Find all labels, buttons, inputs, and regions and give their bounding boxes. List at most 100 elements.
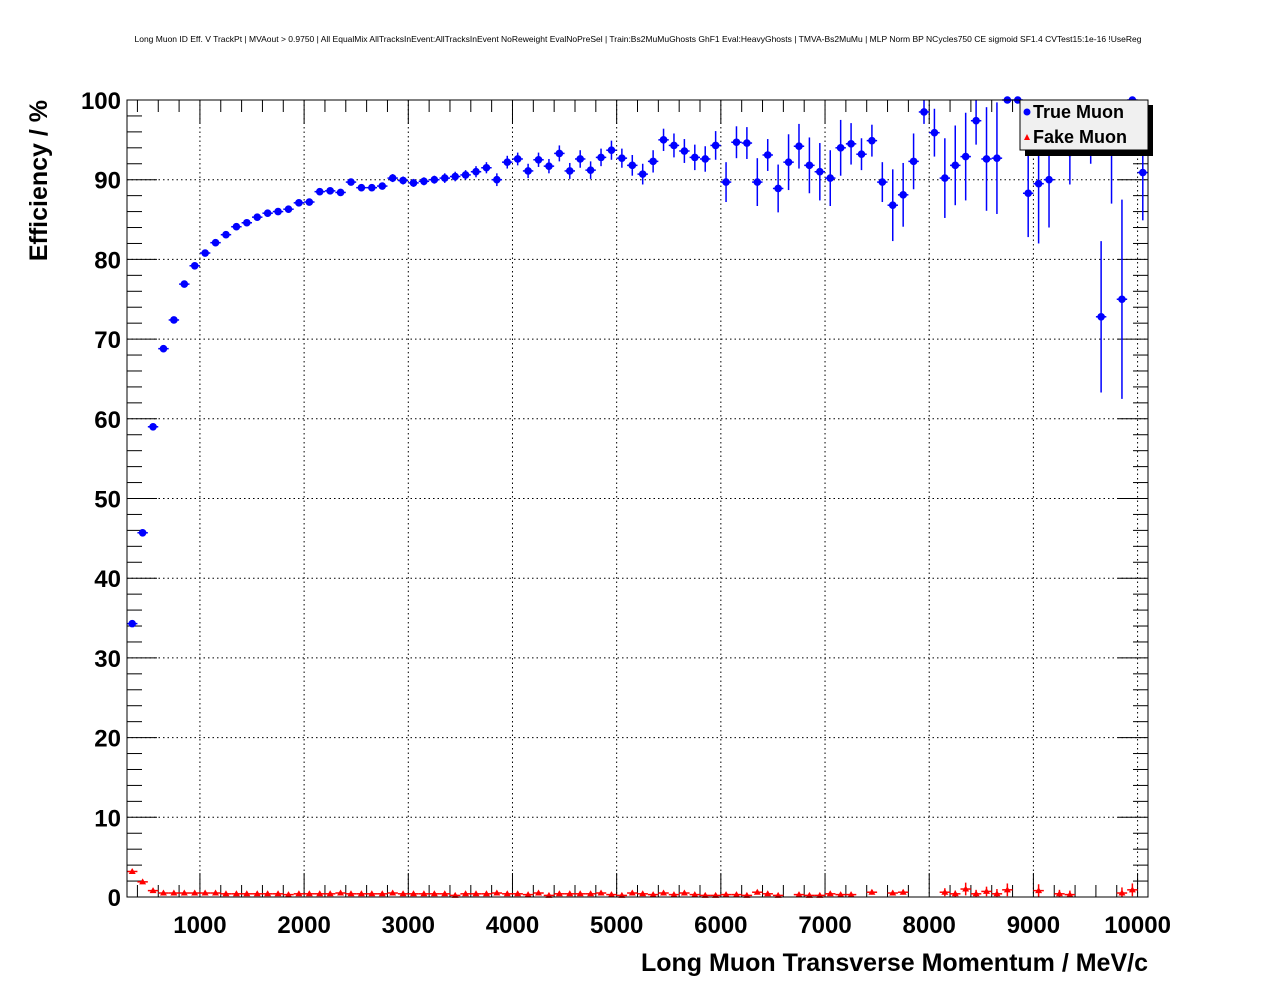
data-point <box>399 890 407 897</box>
x-tick-label: 6000 <box>694 912 747 939</box>
data-point <box>191 889 199 896</box>
data-point <box>388 174 397 182</box>
data-point <box>983 887 991 894</box>
data-point <box>253 890 261 897</box>
data-point <box>774 891 782 898</box>
data-point <box>315 187 324 196</box>
data-point <box>961 152 970 161</box>
data-point <box>357 183 366 192</box>
data-point <box>576 890 584 897</box>
data-point <box>493 175 501 184</box>
data-point <box>1128 886 1136 893</box>
data-point <box>190 261 199 270</box>
data-point <box>284 891 292 898</box>
data-point <box>243 218 251 227</box>
data-point <box>326 187 334 195</box>
data-point <box>722 891 730 898</box>
data-point <box>618 891 626 898</box>
data-point <box>378 890 386 897</box>
data-point <box>305 198 314 206</box>
data-point <box>701 891 709 898</box>
data-point <box>805 891 813 898</box>
data-point <box>305 890 313 897</box>
data-point <box>128 867 136 874</box>
data-point <box>565 167 574 175</box>
data-point <box>764 890 772 897</box>
data-point <box>660 889 668 896</box>
y-tick-label: 100 <box>81 88 121 115</box>
data-point <box>920 108 928 116</box>
data-series <box>127 96 1148 898</box>
y-tick-label: 0 <box>108 885 121 912</box>
data-point <box>149 887 157 894</box>
data-point <box>337 889 345 896</box>
data-point <box>587 890 595 897</box>
data-point <box>295 199 303 207</box>
data-point <box>493 889 501 896</box>
data-point <box>795 142 803 151</box>
data-point <box>389 889 397 896</box>
data-point <box>732 891 740 898</box>
y-tick-label: 80 <box>94 247 121 274</box>
data-point <box>159 344 168 353</box>
legend-box <box>1019 99 1149 151</box>
data-point <box>826 890 834 897</box>
data-point <box>805 161 814 170</box>
data-point <box>712 891 720 898</box>
y-tick-label: 10 <box>94 805 121 832</box>
data-point <box>451 172 459 181</box>
data-point <box>243 890 251 897</box>
data-point <box>138 528 147 537</box>
data-point <box>982 155 991 163</box>
data-point <box>930 128 939 137</box>
data-point <box>941 174 949 182</box>
data-point <box>232 890 240 897</box>
data-point <box>951 890 959 897</box>
data-point <box>524 891 532 898</box>
data-point <box>753 178 762 186</box>
data-point <box>993 154 1001 162</box>
data-point <box>774 184 782 193</box>
data-point <box>576 155 584 163</box>
data-point <box>607 146 616 155</box>
data-point <box>837 891 845 898</box>
data-point <box>347 890 355 897</box>
data-point <box>441 890 449 897</box>
data-point <box>951 161 960 170</box>
data-point <box>440 174 449 182</box>
series-true-muon <box>127 96 1148 628</box>
data-point <box>1035 887 1043 894</box>
data-point <box>962 885 970 892</box>
data-point <box>597 889 605 896</box>
data-point <box>628 889 636 896</box>
data-point <box>149 422 157 431</box>
x-axis-label: Long Muon Transverse Momentum / MeV/c <box>641 949 1148 977</box>
data-point <box>1034 179 1043 188</box>
data-point <box>972 890 980 897</box>
data-point <box>909 157 918 166</box>
legend-triangle-marker-icon <box>1024 134 1030 140</box>
data-point <box>170 889 178 896</box>
y-tick-label: 20 <box>94 726 121 753</box>
grid <box>127 100 1148 897</box>
data-point <box>670 891 678 898</box>
x-tick-label: 8000 <box>903 912 956 939</box>
data-point <box>868 136 876 145</box>
data-point <box>410 890 418 897</box>
x-tick-label: 4000 <box>486 912 539 939</box>
y-tick-label: 60 <box>94 407 121 434</box>
data-point <box>1055 890 1063 897</box>
data-point <box>722 178 730 186</box>
data-point <box>795 891 803 898</box>
data-point <box>868 888 876 895</box>
data-point <box>691 153 699 162</box>
data-point <box>857 150 866 158</box>
series-fake-muon <box>127 867 1138 898</box>
y-tick-label: 70 <box>94 327 121 354</box>
data-point <box>888 201 897 210</box>
data-point <box>711 141 720 150</box>
data-point <box>326 890 334 897</box>
data-point <box>503 890 511 897</box>
data-point <box>295 890 303 897</box>
